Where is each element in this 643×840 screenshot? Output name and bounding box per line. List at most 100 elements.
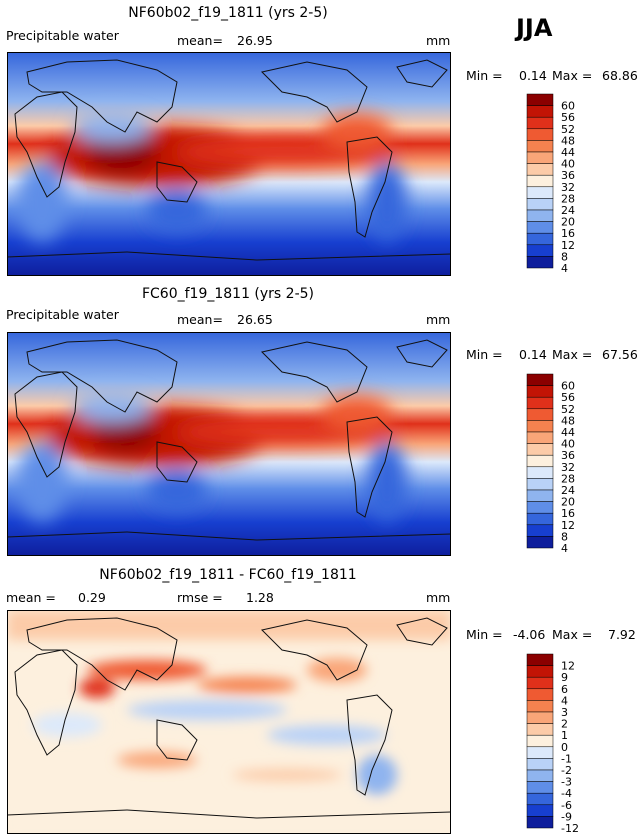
colorbar-swatch bbox=[526, 454, 554, 468]
colorbar-tick-label: 40 bbox=[561, 438, 575, 451]
colorbar-tick-label: 52 bbox=[561, 403, 575, 416]
panel3-max-value: 7.92 bbox=[608, 627, 636, 642]
panel1-mean-label: mean= bbox=[177, 33, 223, 48]
panel1-caribbean bbox=[322, 114, 392, 150]
colorbar-swatch bbox=[526, 804, 554, 817]
colorbar-tick-label: 24 bbox=[561, 484, 575, 497]
panel1-title: NF60b02_f19_1811 (yrs 2-5) bbox=[128, 5, 328, 21]
colorbar-tick-label: 2 bbox=[561, 718, 568, 731]
colorbar-swatch bbox=[526, 373, 554, 386]
panel2-title: FC60_f19_1811 (yrs 2-5) bbox=[141, 286, 315, 302]
colorbar-tick-label: 12 bbox=[561, 660, 575, 673]
panel1-min-value: 0.14 bbox=[519, 68, 547, 83]
colorbar-swatch bbox=[526, 256, 554, 269]
panel2-andes-dry bbox=[367, 442, 407, 522]
colorbar-tick-label: 28 bbox=[561, 192, 575, 205]
panel3-rmse-value: 1.28 bbox=[246, 590, 274, 605]
panel2-australia-dry bbox=[147, 472, 207, 512]
panel2-coastlines bbox=[7, 339, 451, 541]
colorbar-swatch bbox=[526, 489, 554, 502]
colorbar-tick-label: 20 bbox=[561, 496, 575, 509]
panel2-min-label: Min = bbox=[466, 347, 503, 362]
colorbar-tick-label: 44 bbox=[561, 146, 575, 159]
panel1-max-value: 68.86 bbox=[602, 68, 638, 83]
colorbar-tick-label: 44 bbox=[561, 426, 575, 439]
colorbar-swatch bbox=[526, 198, 554, 211]
colorbar-swatch bbox=[526, 746, 554, 759]
colorbar-tick-label: 40 bbox=[561, 158, 575, 171]
panel2-max-value: 67.56 bbox=[602, 347, 638, 362]
colorbar-tick-label: 12 bbox=[561, 239, 575, 252]
colorbar-swatch bbox=[526, 792, 554, 806]
colorbar-tick-label: 52 bbox=[561, 123, 575, 136]
colorbar-swatch bbox=[526, 140, 554, 153]
colorbar-swatch bbox=[526, 769, 554, 782]
colorbar-swatch bbox=[526, 723, 554, 736]
colorbar-tick-label: 9 bbox=[561, 671, 568, 684]
colorbar-swatch bbox=[526, 221, 554, 234]
panel1-map bbox=[7, 52, 451, 276]
colorbar-swatch bbox=[526, 116, 554, 130]
colorbar-tick-label: 8 bbox=[561, 530, 568, 543]
colorbar-swatch bbox=[526, 478, 554, 491]
colorbar-swatch bbox=[526, 676, 554, 690]
colorbar-swatch bbox=[526, 163, 554, 176]
colorbar-tick-label: 56 bbox=[561, 111, 575, 124]
panel1-min-label: Min = bbox=[466, 68, 503, 83]
colorbar-swatch bbox=[526, 501, 554, 514]
colorbar-swatch bbox=[526, 688, 554, 701]
panel3-coastlines bbox=[7, 617, 451, 819]
colorbar-swatch bbox=[526, 420, 554, 433]
colorbar-tick-label: 36 bbox=[561, 449, 575, 462]
colorbar-swatch bbox=[526, 781, 554, 794]
panel2-max-region bbox=[93, 412, 157, 452]
colorbar-swatch bbox=[526, 711, 554, 724]
panel1-variable: Precipitable water bbox=[6, 28, 119, 43]
colorbar-swatch bbox=[526, 186, 554, 199]
colorbar-tick-label: -6 bbox=[561, 799, 572, 812]
colorbar-swatch bbox=[526, 665, 554, 678]
colorbar-tick-label: 48 bbox=[561, 414, 575, 427]
panel1-africa-dry bbox=[17, 162, 67, 242]
colorbar-swatch bbox=[526, 396, 554, 410]
panel2-frame bbox=[7, 332, 451, 556]
colorbar-swatch bbox=[526, 151, 554, 164]
panel2-tibet-dry bbox=[72, 392, 152, 422]
colorbar-tick-label: 32 bbox=[561, 181, 575, 194]
panel1-units: mm bbox=[426, 33, 451, 48]
colorbar-swatch bbox=[526, 816, 554, 829]
panel1-frame bbox=[7, 52, 451, 276]
panel2-caribbean bbox=[322, 396, 392, 432]
colorbar-swatch bbox=[526, 174, 554, 188]
colorbar-tick-label: -4 bbox=[561, 787, 572, 800]
colorbar-swatch bbox=[526, 431, 554, 444]
panel3-mean-value: 0.29 bbox=[78, 590, 106, 605]
panel3-max-label: Max = bbox=[552, 627, 593, 642]
panel3-units: mm bbox=[426, 590, 451, 605]
colorbar-swatch bbox=[526, 232, 554, 246]
colorbar-tick-label: -2 bbox=[561, 764, 572, 777]
panel1-andes-dry bbox=[367, 162, 407, 242]
colorbar-swatch bbox=[526, 536, 554, 549]
panel2-africa-dry bbox=[17, 442, 67, 522]
colorbar-tick-label: 8 bbox=[561, 250, 568, 263]
colorbar-swatch bbox=[526, 128, 554, 141]
colorbar-tick-label: 60 bbox=[561, 100, 575, 113]
colorbar-swatch bbox=[526, 524, 554, 537]
colorbar-tick-label: 6 bbox=[561, 683, 568, 696]
colorbar-tick-label: 48 bbox=[561, 134, 575, 147]
colorbar-tick-label: 16 bbox=[561, 227, 575, 240]
colorbar-swatch bbox=[526, 385, 554, 398]
colorbar-tick-label: 0 bbox=[561, 741, 568, 754]
colorbar-tick-label: 28 bbox=[561, 472, 575, 485]
colorbar-swatch bbox=[526, 244, 554, 257]
panel3-title: NF60b02_f19_1811 - FC60_f19_1811 bbox=[99, 567, 357, 583]
colorbar-tick-label: -1 bbox=[561, 752, 572, 765]
panel2-mean-label: mean= bbox=[177, 312, 223, 327]
panel2-map bbox=[7, 332, 451, 556]
colorbar-swatch bbox=[526, 653, 554, 666]
colorbar-tick-label: 3 bbox=[561, 706, 568, 719]
colorbar-tick-label: 32 bbox=[561, 461, 575, 474]
